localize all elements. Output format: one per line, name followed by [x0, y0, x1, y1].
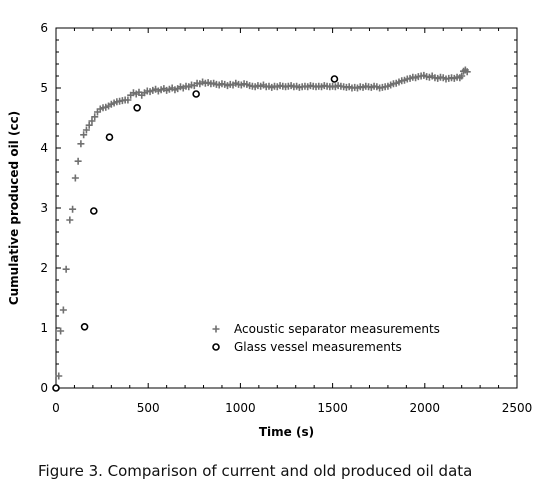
series-glass-vessel [52, 75, 339, 392]
acoustic-point [458, 72, 466, 80]
x-axis-title: Time (s) [259, 425, 314, 439]
acoustic-point [71, 174, 79, 182]
legend-item-glass: Glass vessel measurements [212, 340, 402, 354]
acoustic-point [88, 117, 96, 125]
x-tick-label: 2500 [502, 401, 533, 415]
acoustic-point [55, 372, 63, 380]
acoustic-point [69, 205, 77, 213]
acoustic-point [82, 126, 90, 134]
series-acoustic-separator [52, 66, 471, 392]
acoustic-point [74, 157, 82, 165]
glass-point [105, 133, 114, 141]
legend-label-acoustic: Acoustic separator measurements [234, 322, 440, 336]
x-tick-label: 1500 [317, 401, 348, 415]
legend: Acoustic separator measurements Glass ve… [212, 322, 440, 354]
y-axis: 0 1 2 3 4 5 6 [40, 21, 517, 395]
acoustic-point [463, 68, 471, 76]
acoustic-point [62, 265, 70, 273]
y-axis-title: Cumulative produced oil (cc) [7, 111, 21, 305]
y-tick-label: 2 [40, 261, 48, 275]
legend-circle-marker-icon [212, 343, 220, 351]
x-tick-label: 1000 [225, 401, 256, 415]
acoustic-point [80, 131, 88, 139]
acoustic-point [85, 121, 93, 129]
glass-point [80, 322, 89, 331]
y-tick-label: 4 [40, 141, 48, 155]
acoustic-point [124, 96, 132, 104]
legend-item-acoustic: Acoustic separator measurements [212, 322, 440, 336]
legend-plus-marker-icon [212, 325, 220, 333]
y-tick-label: 0 [40, 381, 48, 395]
y-tick-label: 3 [40, 201, 48, 215]
acoustic-point [66, 216, 74, 224]
glass-point [90, 207, 98, 215]
glass-point [192, 90, 200, 98]
x-tick-label: 0 [52, 401, 60, 415]
legend-label-glass: Glass vessel measurements [234, 340, 402, 354]
acoustic-point [77, 140, 85, 148]
x-tick-label: 2000 [410, 401, 441, 415]
glass-point [330, 75, 339, 83]
y-tick-label: 5 [40, 81, 48, 95]
x-tick-label: 500 [137, 401, 160, 415]
acoustic-point [91, 113, 99, 121]
acoustic-point [57, 327, 65, 335]
x-axis: 0 500 1000 1500 2000 2500 [52, 28, 532, 415]
acoustic-point [59, 306, 67, 314]
y-tick-label: 1 [40, 321, 48, 335]
chart: 0 500 1000 1500 2000 2500 0 1 2 3 4 5 6 Time (s) Cu… [7, 21, 532, 439]
glass-point [52, 384, 60, 392]
y-tick-label: 6 [40, 21, 48, 35]
figure-caption: Figure 3. Comparison of current and old … [38, 462, 473, 480]
glass-point [133, 104, 141, 112]
